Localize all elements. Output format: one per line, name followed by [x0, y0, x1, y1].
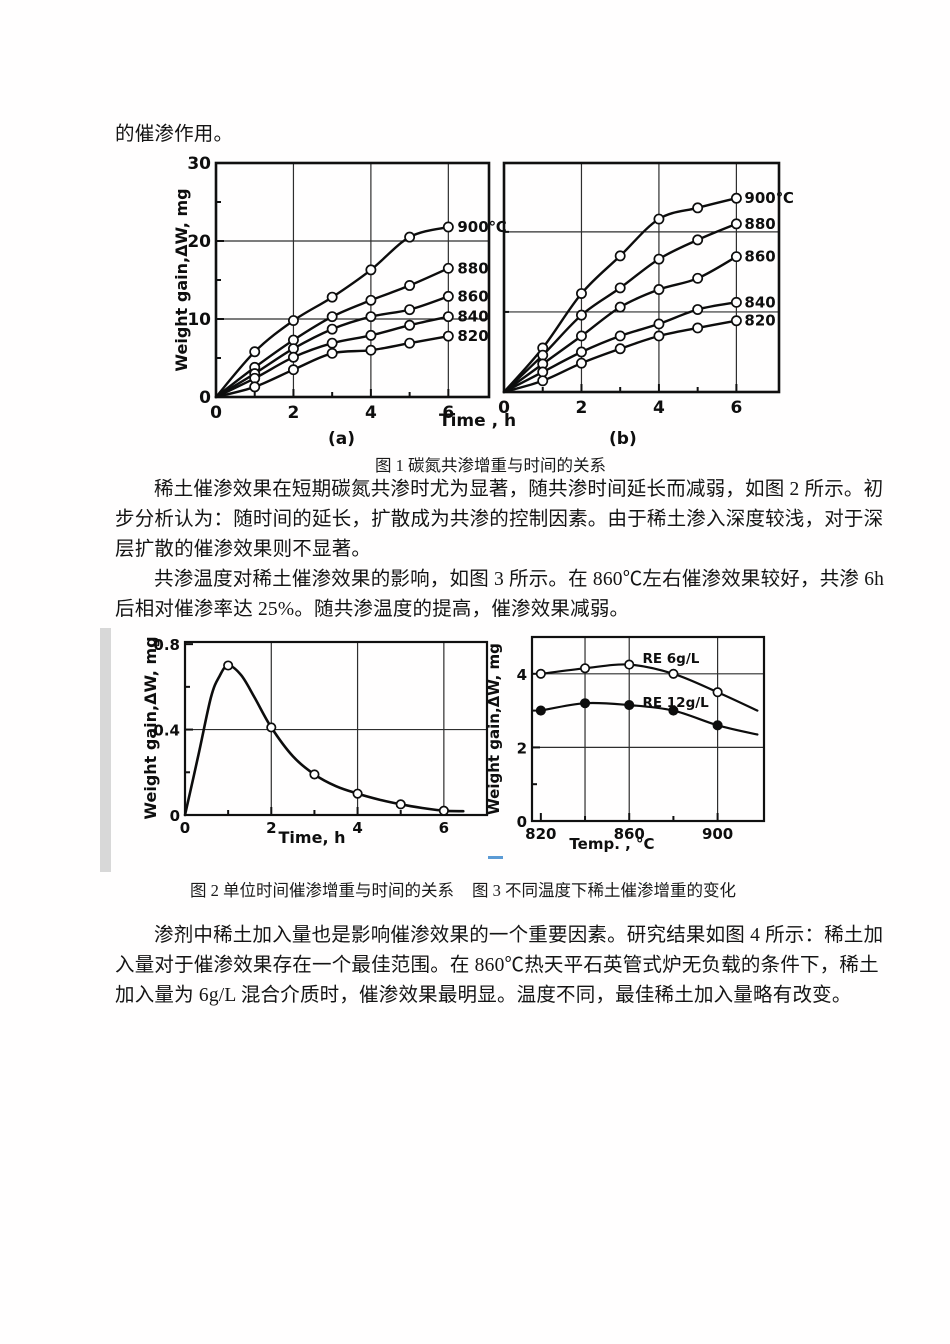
svg-text:2: 2	[266, 819, 276, 837]
svg-text:860: 860	[457, 287, 488, 305]
svg-text:4: 4	[517, 666, 527, 684]
svg-text:4: 4	[653, 398, 665, 418]
svg-text:860: 860	[614, 825, 645, 843]
svg-text:820: 820	[525, 825, 556, 843]
svg-text:0: 0	[180, 819, 190, 837]
svg-text:0.4: 0.4	[153, 722, 180, 740]
figure-3-caption: 图 3 不同温度下稀土催渗增重的变化	[472, 881, 736, 900]
svg-text:RE 12g/L: RE 12g/L	[642, 695, 709, 711]
svg-text:Weight gain,ΔW, mg: Weight gain,ΔW, mg	[485, 643, 503, 815]
svg-text:2: 2	[288, 403, 300, 423]
scan-edge-strip	[100, 628, 111, 872]
svg-text:840: 840	[744, 293, 775, 311]
paragraph-1-line-2: 步分析认为：随时间的延长，扩散成为共渗的控制因素。由于稀土渗入深度较浅，对于深	[115, 509, 884, 530]
svg-text:880: 880	[457, 259, 488, 277]
paragraph-2-line-1: 共渗温度对稀土催渗效果的影响，如图 3 所示。在 860℃左右催渗效果较好，共渗…	[154, 569, 885, 590]
svg-text:4: 4	[352, 819, 362, 837]
svg-text:Temp. , °C: Temp. , °C	[569, 835, 654, 853]
svg-text:0: 0	[199, 388, 211, 408]
figure-2-caption: 图 2 单位时间催渗增重与时间的关系	[190, 881, 454, 900]
paragraph-1-line-3: 层扩散的催渗效果则不显著。	[115, 539, 372, 560]
figure-1-panel-a-label: (a)	[328, 429, 356, 449]
svg-text:6: 6	[730, 398, 742, 418]
figure-1-panel-b-label: (b)	[609, 429, 637, 449]
paragraph-2-line-2: 后相对催渗率达 25%。随共渗温度的提高，催渗效果减弱。	[115, 599, 630, 620]
paragraph-1-line-1: 稀土催渗效果在短期碳氮共渗时尤为显著，随共渗时间延长而减弱，如图 2 所示。初	[154, 479, 884, 500]
svg-text:2: 2	[517, 739, 527, 757]
svg-text:Weight gain,ΔW, mg: Weight gain,ΔW, mg	[175, 188, 191, 371]
svg-text:Time, h: Time, h	[279, 828, 346, 847]
svg-text:4: 4	[365, 403, 377, 423]
intro-line: 的催渗作用。	[115, 124, 234, 145]
svg-text:0: 0	[517, 813, 527, 831]
svg-text:0: 0	[210, 403, 222, 423]
svg-text:30: 30	[187, 154, 211, 174]
svg-text:900: 900	[702, 825, 733, 843]
figure-1-caption: 图 1 碳氮共渗增重与时间的关系	[375, 456, 606, 475]
svg-text:860: 860	[744, 248, 775, 266]
paragraph-3-line-1: 渗剂中稀土加入量也是影响催渗效果的一个重要因素。研究结果如图 4 所示：稀土加	[154, 925, 884, 946]
svg-text:Weight gain,ΔW, mg: Weight gain,ΔW, mg	[141, 636, 160, 819]
svg-text:0: 0	[170, 807, 180, 825]
paragraph-3-line-3: 加入量为 6g/L 混合介质时，催渗效果最明显。温度不同，最佳稀土加入量略有改变…	[115, 985, 852, 1006]
svg-text:RE 6g/L: RE 6g/L	[642, 651, 699, 667]
figure-3-chart: 820 860 900 0 2 4 RE 6g/L RE 12g/L Weight gain,Δ…	[485, 635, 766, 853]
svg-text:6: 6	[442, 403, 454, 423]
svg-text:20: 20	[187, 232, 211, 252]
blue-underline-mark	[488, 856, 503, 859]
svg-text:820: 820	[457, 327, 488, 345]
svg-text:0.8: 0.8	[153, 636, 180, 654]
svg-text:900℃: 900℃	[457, 218, 506, 236]
svg-text:880: 880	[744, 215, 775, 233]
svg-text:820: 820	[744, 312, 775, 330]
figure-1-x-axis-label: Time , h	[439, 411, 517, 431]
paragraph-3-line-2: 入量对于催渗效果存在一个最佳范围。在 860℃热天平石英管式炉无负载的条件下，稀…	[115, 955, 879, 976]
svg-text:6: 6	[439, 819, 449, 837]
figure-2-3-caption: 图 2 单位时间催渗增重与时间的关系图 3 不同温度下稀土催渗增重的变化	[190, 877, 736, 901]
svg-text:840: 840	[457, 308, 488, 326]
svg-text:10: 10	[187, 310, 211, 330]
svg-text:2: 2	[576, 398, 588, 418]
svg-text:900℃: 900℃	[744, 189, 793, 207]
svg-text:0: 0	[498, 398, 510, 418]
